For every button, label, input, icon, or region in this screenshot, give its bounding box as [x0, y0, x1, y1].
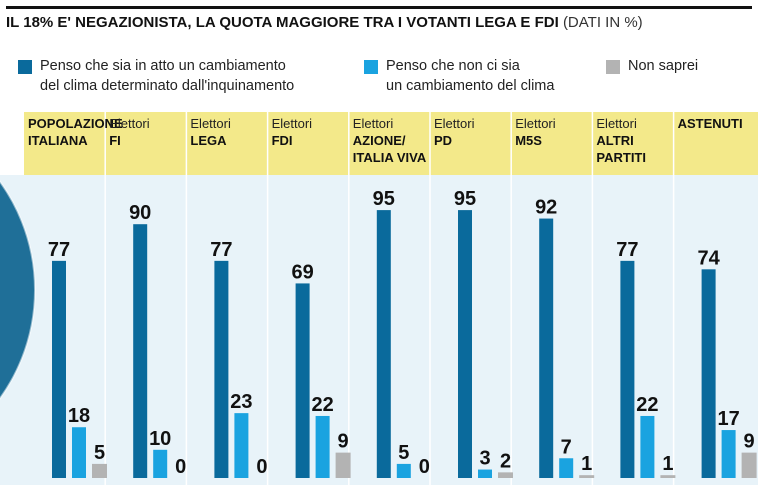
data-label: 22 — [311, 394, 333, 416]
category-prefix-label: Elettori — [434, 116, 475, 131]
bar — [133, 224, 148, 478]
data-label: 0 — [419, 456, 430, 478]
data-label: 17 — [717, 408, 739, 430]
category-label: ITALIA VIVA — [353, 150, 427, 165]
legend-item-non-cambiamento: Penso che non ci sia un cambiamento del … — [364, 56, 584, 100]
data-label: 90 — [129, 202, 151, 224]
category-label: PD — [434, 133, 452, 148]
data-label: 5 — [398, 442, 409, 464]
bar — [539, 218, 554, 478]
data-label: 0 — [175, 456, 186, 478]
category-label: LEGA — [190, 133, 227, 148]
chart-title: IL 18% E' NEGAZIONISTA, LA QUOTA MAGGIOR… — [6, 6, 752, 33]
bar — [315, 415, 330, 478]
bar — [660, 475, 676, 478]
legend-label-line2: un cambiamento del clima — [386, 78, 555, 94]
legend-swatch-cambiamento — [18, 60, 32, 74]
data-label: 5 — [94, 442, 105, 464]
category-label: FI — [109, 133, 121, 148]
data-label: 77 — [210, 239, 232, 261]
category-label: ASTENUTI — [678, 116, 743, 131]
data-label: 23 — [230, 391, 252, 413]
bar — [620, 260, 635, 478]
data-label: 18 — [68, 405, 90, 427]
data-label: 92 — [535, 197, 557, 219]
category-label: M5S — [515, 133, 542, 148]
category-label: ALTRI — [596, 133, 633, 148]
data-label: 1 — [581, 453, 592, 475]
bar — [335, 452, 351, 478]
data-label: 9 — [338, 431, 349, 453]
data-label: 9 — [744, 431, 755, 453]
bar — [92, 463, 107, 478]
bar — [579, 475, 595, 478]
data-label: 69 — [291, 261, 313, 283]
data-label: 95 — [373, 188, 395, 210]
bar — [396, 463, 411, 478]
bar — [741, 452, 757, 478]
data-label: 77 — [616, 239, 638, 261]
bar — [498, 472, 513, 478]
category-label: PARTITI — [596, 150, 646, 165]
bar — [640, 415, 655, 478]
data-label: 77 — [48, 239, 70, 261]
bar — [721, 430, 736, 478]
category-prefix-label: Elettori — [515, 116, 556, 131]
bar — [234, 413, 249, 478]
category-prefix-label: Elettori — [190, 116, 231, 131]
legend-label-line1: Penso che non ci sia — [386, 58, 520, 74]
globe-outline — [0, 180, 36, 400]
category-label: ITALIANA — [28, 133, 88, 148]
category-prefix-label: Elettori — [109, 116, 150, 131]
data-label: 10 — [149, 428, 171, 450]
legend-label-line1: Penso che sia in atto un cambiamento — [40, 58, 286, 74]
data-label: 95 — [454, 188, 476, 210]
legend-item-non-saprei: Non saprei — [606, 56, 736, 100]
chart-unit-note: (DATI IN %) — [562, 14, 643, 31]
bar — [214, 260, 229, 478]
data-label: 22 — [636, 394, 658, 416]
bar — [478, 469, 492, 478]
data-label: 74 — [697, 247, 720, 269]
bar — [559, 458, 574, 478]
category-prefix-label: Elettori — [272, 116, 313, 131]
bar — [295, 283, 310, 478]
legend-label-line2: del clima determinato dall'inquinamento — [40, 78, 295, 94]
bar — [72, 427, 86, 478]
legend-swatch-non-saprei — [606, 60, 620, 74]
bar — [376, 210, 391, 478]
data-label: 7 — [561, 436, 572, 458]
data-label: 2 — [500, 450, 511, 472]
bar — [458, 210, 472, 478]
category-header-band — [24, 112, 758, 175]
chart-title-text: IL 18% E' NEGAZIONISTA, LA QUOTA MAGGIOR… — [6, 14, 559, 31]
bar — [52, 260, 66, 478]
data-label: 3 — [479, 448, 490, 470]
data-label: 0 — [256, 456, 267, 478]
category-prefix-label: Elettori — [596, 116, 637, 131]
legend-label-line1: Non saprei — [628, 58, 699, 74]
legend-item-cambiamento: Penso che sia in atto un cambiamento del… — [18, 56, 348, 100]
legend-swatch-non-cambiamento — [364, 60, 378, 74]
bar — [153, 449, 168, 478]
data-label: 1 — [662, 453, 673, 475]
category-label: FDI — [272, 133, 293, 148]
category-label: AZIONE/ — [353, 133, 406, 148]
bar — [701, 269, 716, 478]
category-prefix-label: Elettori — [353, 116, 394, 131]
category-label: POPOLAZIONE — [28, 116, 123, 131]
